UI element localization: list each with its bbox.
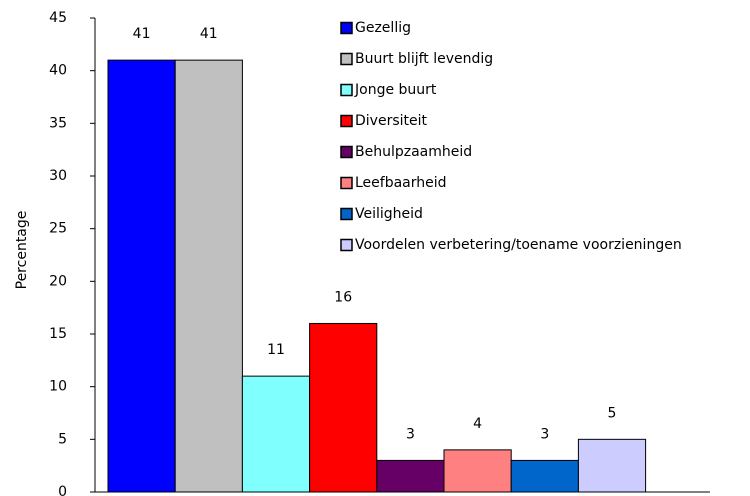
value-label: 41 <box>133 26 151 42</box>
value-label: 3 <box>406 426 415 442</box>
legend-swatch <box>340 83 353 97</box>
y-tick-label: 35 <box>49 115 67 131</box>
y-axis-label: Percentage <box>14 211 30 290</box>
legend-swatch <box>340 114 353 128</box>
value-label: 4 <box>473 416 482 432</box>
bar <box>577 438 647 493</box>
y-tick-label: 40 <box>49 63 67 79</box>
bar <box>376 459 445 493</box>
legend-swatch <box>340 145 353 159</box>
value-label: 11 <box>267 342 285 358</box>
y-tick-label: 25 <box>49 221 67 237</box>
legend-label: Behulpzaamheid <box>355 144 472 160</box>
bar <box>241 375 311 493</box>
bar <box>309 322 378 493</box>
bar <box>174 59 243 493</box>
y-tick-label: 15 <box>49 326 67 342</box>
y-tick-label: 5 <box>58 431 67 447</box>
legend-swatch <box>340 52 353 66</box>
y-tick-label: 0 <box>58 484 67 496</box>
legend-swatch <box>340 21 353 35</box>
bar <box>443 449 512 493</box>
legend-label: Buurt blijft levendig <box>355 51 493 67</box>
value-label: 5 <box>608 405 617 421</box>
legend-label: Jonge buurt <box>354 82 437 98</box>
legend-label: Diversiteit <box>355 113 428 129</box>
legend-label: Gezellig <box>355 20 411 36</box>
y-tick-label: 30 <box>49 168 67 184</box>
legend-swatch <box>340 238 353 252</box>
bar <box>510 459 579 493</box>
y-tick-label: 10 <box>49 379 67 395</box>
y-tick-label: 20 <box>49 273 67 289</box>
value-label: 16 <box>334 289 352 305</box>
y-tick-label: 45 <box>49 10 67 26</box>
bar <box>107 59 176 493</box>
value-label: 41 <box>200 26 218 42</box>
value-label: 3 <box>540 426 549 442</box>
legend-swatch <box>340 207 353 221</box>
legend-label: Veiligheid <box>355 206 423 222</box>
legend-swatch <box>340 176 353 190</box>
legend-label: Leefbaarheid <box>355 175 447 191</box>
legend-label: Voordelen verbetering/toename voorzienin… <box>355 237 682 253</box>
